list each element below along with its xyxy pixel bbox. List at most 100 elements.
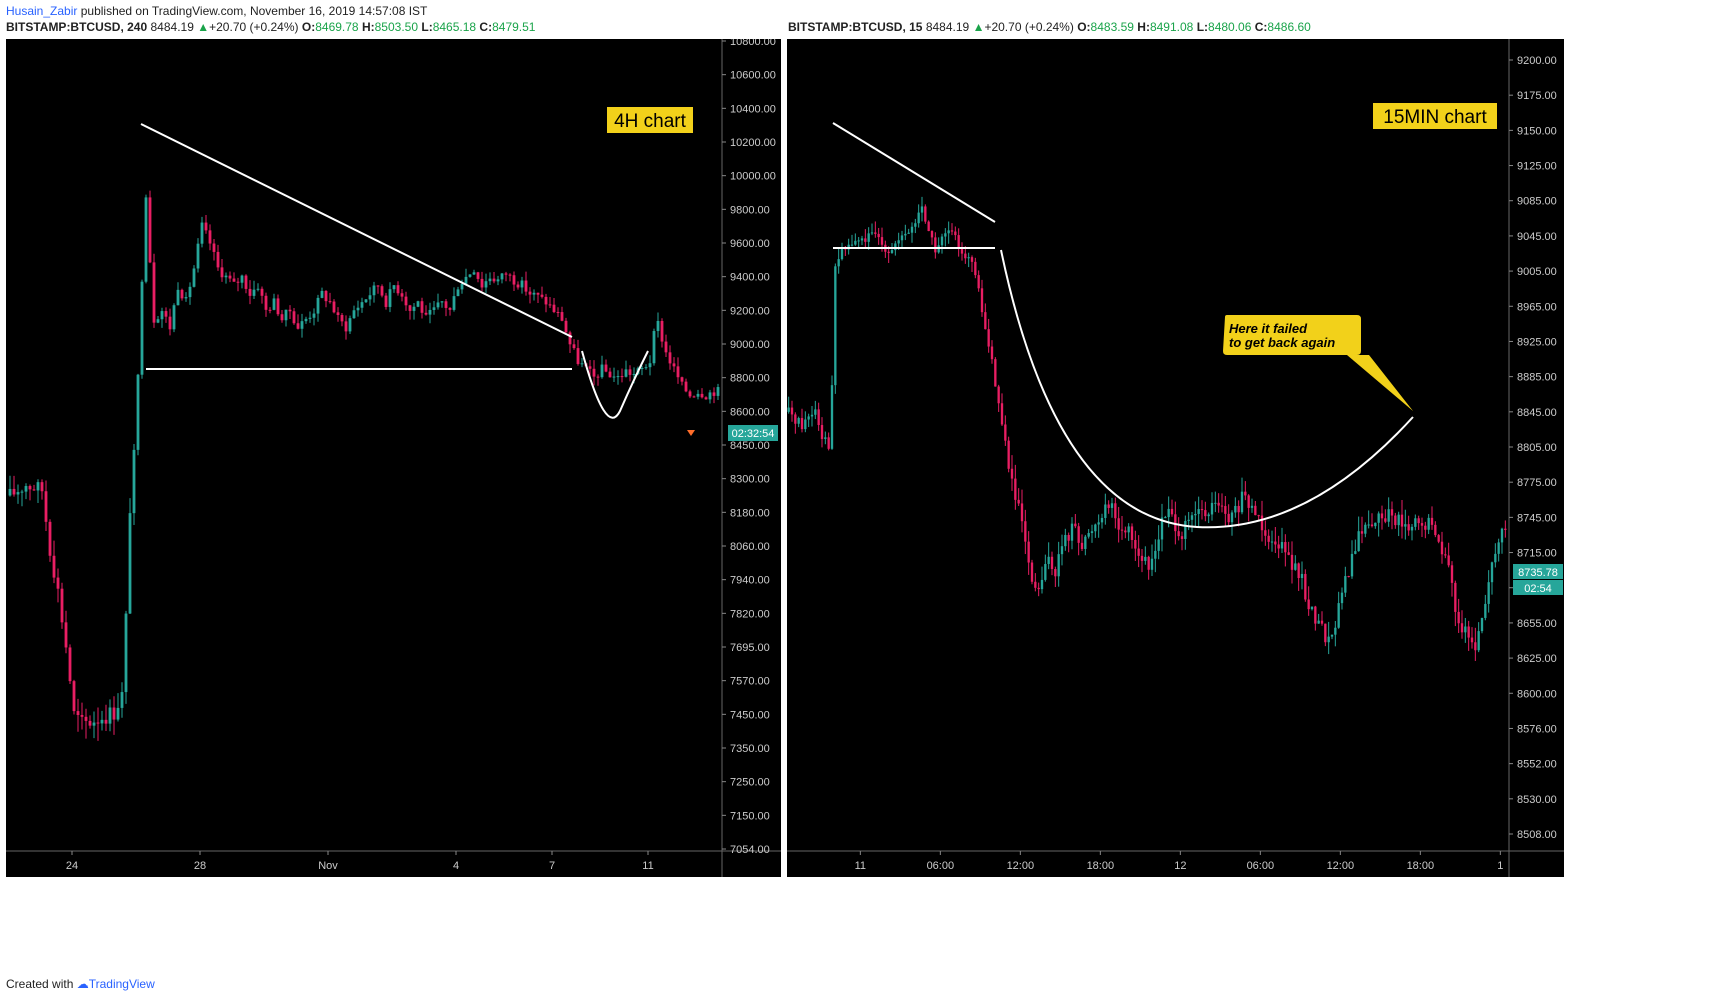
candle-body	[700, 393, 704, 398]
y-tick-label: 8530.00	[1517, 794, 1557, 806]
candle-body	[1204, 510, 1207, 517]
tradingview-link[interactable]: TradingView	[88, 977, 155, 991]
candle-body	[360, 302, 364, 308]
candle-body	[196, 243, 200, 269]
candle-body	[456, 289, 460, 297]
symbol-right[interactable]: BITSTAMP:BTCUSD	[788, 20, 903, 34]
candle-body	[1284, 542, 1287, 553]
candle-body	[907, 232, 910, 234]
candle-body	[1090, 531, 1094, 534]
candle-body	[72, 681, 76, 712]
candle-body	[980, 288, 984, 313]
candle-body	[1134, 539, 1137, 549]
candle-body	[372, 285, 376, 296]
candle-body	[1300, 573, 1304, 579]
rounding-curve-15m[interactable]	[1000, 249, 1414, 529]
candle-body	[484, 281, 488, 288]
candle-body	[520, 280, 524, 288]
candle-body	[1504, 528, 1507, 530]
chart-15m-panel[interactable]: 9200.00 9175.00 9150.00 9125.00 9085.00 9045.…	[787, 39, 1564, 877]
candle-body	[1034, 581, 1037, 588]
y-tick-label: 9150.00	[1517, 125, 1557, 137]
chart-15m[interactable]: 9200.00 9175.00 9150.00 9125.00 9085.00 9045.…	[787, 39, 1564, 877]
candle-body	[1250, 505, 1254, 508]
y-tick-label: 8060.00	[730, 541, 770, 553]
candle-body	[1184, 520, 1187, 539]
candle-body	[364, 299, 368, 303]
candle-body	[576, 348, 580, 364]
descending-trendline-15m[interactable]	[832, 122, 996, 223]
candle-body	[1264, 530, 1267, 536]
candle-body	[544, 296, 548, 305]
candle-body	[132, 449, 136, 514]
candle-body	[1044, 564, 1047, 580]
last-right: 8484.19	[925, 20, 970, 34]
candle-body	[1494, 553, 1497, 563]
y-tick-label: 9045.00	[1517, 231, 1557, 243]
chart-4h[interactable]: 10800.00 10600.00 10400.00 10200.00 10000.00…	[6, 39, 781, 877]
candle-body	[930, 231, 934, 238]
candle-body	[1120, 529, 1124, 531]
candle-body	[1024, 521, 1027, 542]
y-tick-label: 10400.00	[730, 103, 776, 115]
candle-body	[192, 268, 196, 287]
candle-body	[356, 307, 360, 311]
candle-body	[292, 311, 296, 324]
candle-body	[12, 488, 16, 495]
candle-body	[1317, 620, 1320, 624]
x-tick-label: 1	[1497, 860, 1503, 872]
candle-body	[1150, 558, 1154, 570]
candle-body	[396, 285, 400, 294]
candle-body	[96, 722, 100, 724]
candle-body	[1294, 563, 1297, 570]
candle-body	[1230, 512, 1234, 523]
candle-body	[1417, 518, 1420, 524]
candle-body	[950, 230, 954, 232]
candle-body	[1430, 517, 1434, 525]
candle-body	[100, 719, 104, 724]
candle-body	[144, 197, 148, 282]
candle-body	[376, 285, 380, 287]
candle-body	[248, 288, 252, 296]
candle-body	[20, 491, 24, 493]
symbol-left[interactable]: BITSTAMP:BTCUSD	[6, 20, 121, 34]
candle-body	[894, 243, 897, 251]
symbol-line-right: BITSTAMP:BTCUSD, 15 8484.19 ▲+20.70 (+0.…	[788, 20, 1311, 34]
y-tick-label: 9005.00	[1517, 266, 1557, 278]
candle-body	[924, 206, 927, 222]
candle-body	[967, 257, 970, 259]
candle-body	[990, 346, 994, 360]
candle-body	[1420, 523, 1424, 526]
candle-body	[304, 318, 308, 322]
chart-4h-panel[interactable]: 10800.00 10600.00 10400.00 10200.00 10000.00…	[6, 39, 781, 877]
candle-body	[1087, 533, 1090, 537]
candle-body	[600, 364, 604, 378]
y-tick-label: 8655.00	[1517, 618, 1557, 630]
candle-body	[228, 275, 232, 279]
last-left: 8484.19	[150, 20, 194, 34]
candle-body	[917, 212, 920, 224]
candle-body	[284, 309, 288, 321]
candle-body	[1487, 582, 1490, 604]
y-tick-label: 9125.00	[1517, 161, 1557, 173]
x-tick-label: 12:00	[1007, 860, 1035, 872]
descending-trendline[interactable]	[140, 123, 573, 338]
candle-body	[492, 278, 496, 282]
candle-body	[632, 373, 636, 375]
candle-body	[1060, 546, 1064, 555]
candle-body	[1004, 424, 1007, 441]
candle-body	[16, 492, 20, 495]
candle-body	[890, 250, 894, 253]
candle-body	[308, 317, 312, 319]
author-link[interactable]: Husain_Zabir	[6, 4, 78, 18]
rounding-curve[interactable]	[581, 350, 649, 419]
candle-body	[624, 369, 628, 377]
up-arrow-icon: ▲	[197, 20, 210, 34]
y-tick-label: 8775.00	[1517, 477, 1557, 489]
candle-body	[1240, 491, 1244, 513]
candle-body	[1277, 544, 1280, 549]
candle-body	[1327, 636, 1330, 643]
candle-body	[1167, 508, 1170, 518]
candle-body	[148, 197, 152, 263]
candle-body	[440, 301, 444, 303]
